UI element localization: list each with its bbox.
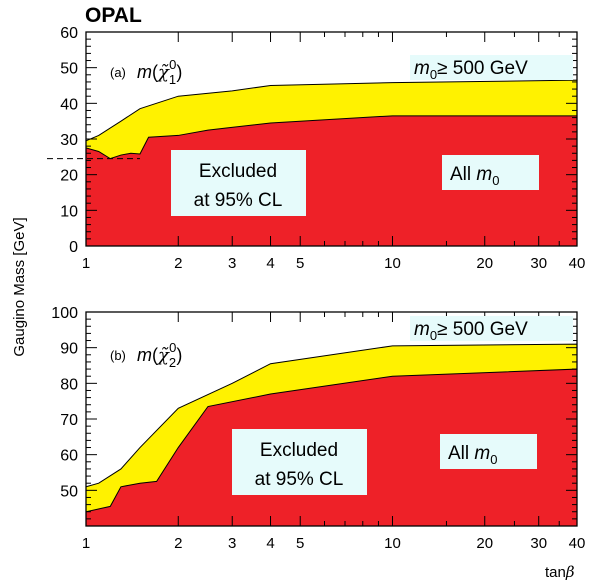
panel-a-allm0-box bbox=[442, 155, 539, 190]
x-tick-label: 10 bbox=[384, 255, 401, 272]
x-tick-label: 20 bbox=[476, 255, 493, 272]
y-tick-label: 70 bbox=[60, 412, 78, 429]
x-tick-label: 3 bbox=[228, 255, 236, 272]
x-tick-label: 4 bbox=[266, 255, 274, 272]
panel-a: 1 2 3 4 5 10 20 30 40 0 10 20 30 40 50 60 (a) m(χ̃10) m… bbox=[47, 25, 585, 272]
panel-a-particle-label: m(χ̃10) bbox=[137, 57, 182, 87]
panel-b: 1 2 3 4 5 10 20 30 40 50 60 70 80 90 100 (b) m(χ̃20) m… bbox=[51, 305, 585, 552]
panel-b-allm0-box bbox=[440, 434, 537, 469]
panel-a-excluded-box bbox=[171, 150, 306, 216]
y-tick-label: 100 bbox=[51, 305, 78, 322]
y-tick-label: 60 bbox=[60, 448, 78, 465]
x-tick-label: 30 bbox=[530, 255, 547, 272]
y-tick-label: 80 bbox=[60, 376, 78, 393]
panel-b-excluded-line2: at 95% CL bbox=[255, 469, 344, 490]
y-tick-label: 40 bbox=[60, 96, 78, 113]
opal-title: OPAL bbox=[85, 4, 142, 27]
y-tick-label: 50 bbox=[60, 61, 78, 78]
panel-b-m0-label: m0≥ 500 GeV bbox=[414, 319, 528, 343]
x-tick-label: 3 bbox=[228, 535, 236, 552]
panel-a-ticks bbox=[85, 31, 578, 247]
x-axis-label: tanβ bbox=[545, 563, 575, 581]
panel-a-excluded-line1: Excluded bbox=[199, 161, 277, 182]
panel-b-excluded-box bbox=[232, 429, 367, 495]
y-tick-label: 30 bbox=[60, 132, 78, 149]
x-tick-label: 5 bbox=[296, 535, 304, 552]
x-tick-label: 1 bbox=[82, 535, 90, 552]
panel-a-m0-label: m0≥ 500 GeV bbox=[414, 58, 528, 82]
x-tick-label: 10 bbox=[384, 535, 401, 552]
panel-b-excluded-line1: Excluded bbox=[260, 440, 338, 461]
x-tick-label: 4 bbox=[266, 535, 274, 552]
y-axis-label: Gaugino Mass [GeV] bbox=[11, 217, 28, 356]
panel-b-ticklabels: 1 2 3 4 5 10 20 30 40 50 60 70 80 90 100 bbox=[51, 305, 585, 552]
panel-a-tag: (a) bbox=[110, 65, 126, 80]
y-tick-label: 60 bbox=[60, 25, 78, 42]
x-tick-label: 20 bbox=[476, 535, 493, 552]
y-tick-label: 20 bbox=[60, 168, 78, 185]
panel-a-ticklabels: 1 2 3 4 5 10 20 30 40 0 10 20 30 40 50 60 bbox=[60, 25, 585, 272]
y-tick-label: 50 bbox=[60, 483, 78, 500]
panel-b-allm0-label: All m0 bbox=[448, 443, 497, 467]
panel-b-particle-label: m(χ̃20) bbox=[137, 340, 182, 370]
y-tick-label: 10 bbox=[60, 203, 78, 220]
y-tick-label: 0 bbox=[69, 239, 78, 256]
panel-b-tag: (b) bbox=[110, 348, 126, 363]
x-tick-label: 5 bbox=[296, 255, 304, 272]
x-tick-label: 1 bbox=[82, 255, 90, 272]
x-tick-label: 40 bbox=[569, 535, 586, 552]
panel-b-m0-box bbox=[410, 316, 573, 341]
x-tick-label: 2 bbox=[174, 535, 182, 552]
panel-a-m0-box bbox=[410, 55, 573, 80]
y-tick-label: 90 bbox=[60, 341, 78, 358]
x-tick-label: 2 bbox=[174, 255, 182, 272]
x-tick-label: 40 bbox=[569, 255, 586, 272]
panel-a-allm0-label: All m0 bbox=[450, 164, 499, 188]
x-tick-label: 30 bbox=[530, 535, 547, 552]
panel-a-excluded-line2: at 95% CL bbox=[194, 190, 283, 211]
